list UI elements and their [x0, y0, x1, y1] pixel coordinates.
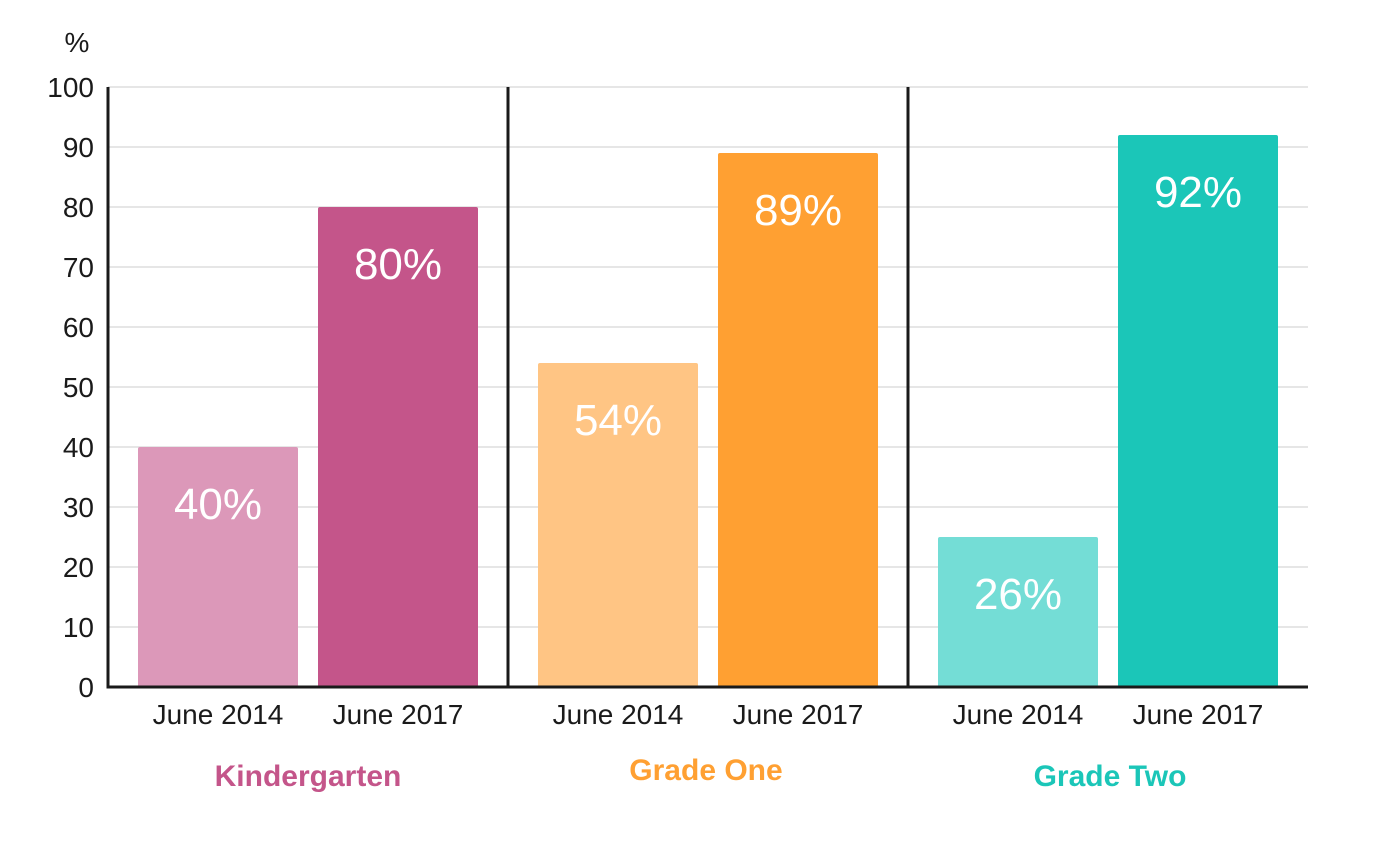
- y-tick-label: 0: [78, 672, 94, 703]
- labels: 0 10 20 30 40 50 60 70 80 90 100 40% June 2014 80% Jun…: [47, 72, 1263, 793]
- bar: [138, 447, 298, 687]
- y-tick-label: 60: [63, 312, 94, 343]
- bar: [538, 363, 698, 687]
- group-label: Grade One: [629, 754, 782, 787]
- x-category-label: June 2017: [333, 699, 464, 730]
- y-tick-label: 20: [63, 552, 94, 583]
- data-label: 89%: [754, 186, 842, 235]
- data-label: 92%: [1154, 168, 1242, 217]
- x-category-label: June 2017: [733, 699, 864, 730]
- bar: [1118, 135, 1278, 687]
- x-category-label: June 2014: [153, 699, 284, 730]
- y-tick-label: 90: [63, 132, 94, 163]
- y-tick-label: 70: [63, 252, 94, 283]
- x-category-label: June 2014: [553, 699, 684, 730]
- data-label: 40%: [174, 480, 262, 529]
- y-tick-label: 50: [63, 372, 94, 403]
- group-label: Grade Two: [1034, 760, 1187, 793]
- y-tick-label: 80: [63, 192, 94, 223]
- data-label: 54%: [574, 396, 662, 445]
- x-category-label: June 2017: [1133, 699, 1264, 730]
- bar: [938, 537, 1098, 687]
- x-category-label: June 2014: [953, 699, 1084, 730]
- data-label: 80%: [354, 240, 442, 289]
- y-tick-label: 100: [47, 72, 94, 103]
- group-label: Kindergarten: [215, 760, 402, 793]
- bar: [718, 153, 878, 687]
- data-label: 26%: [974, 570, 1062, 619]
- y-tick-label: 30: [63, 492, 94, 523]
- axes: [106, 87, 1308, 689]
- y-axis-unit-label: %: [65, 27, 90, 58]
- bar: [318, 207, 478, 687]
- y-tick-label: 40: [63, 432, 94, 463]
- y-tick-label: 10: [63, 612, 94, 643]
- gridlines: [108, 86, 1308, 628]
- bars: [138, 135, 1278, 687]
